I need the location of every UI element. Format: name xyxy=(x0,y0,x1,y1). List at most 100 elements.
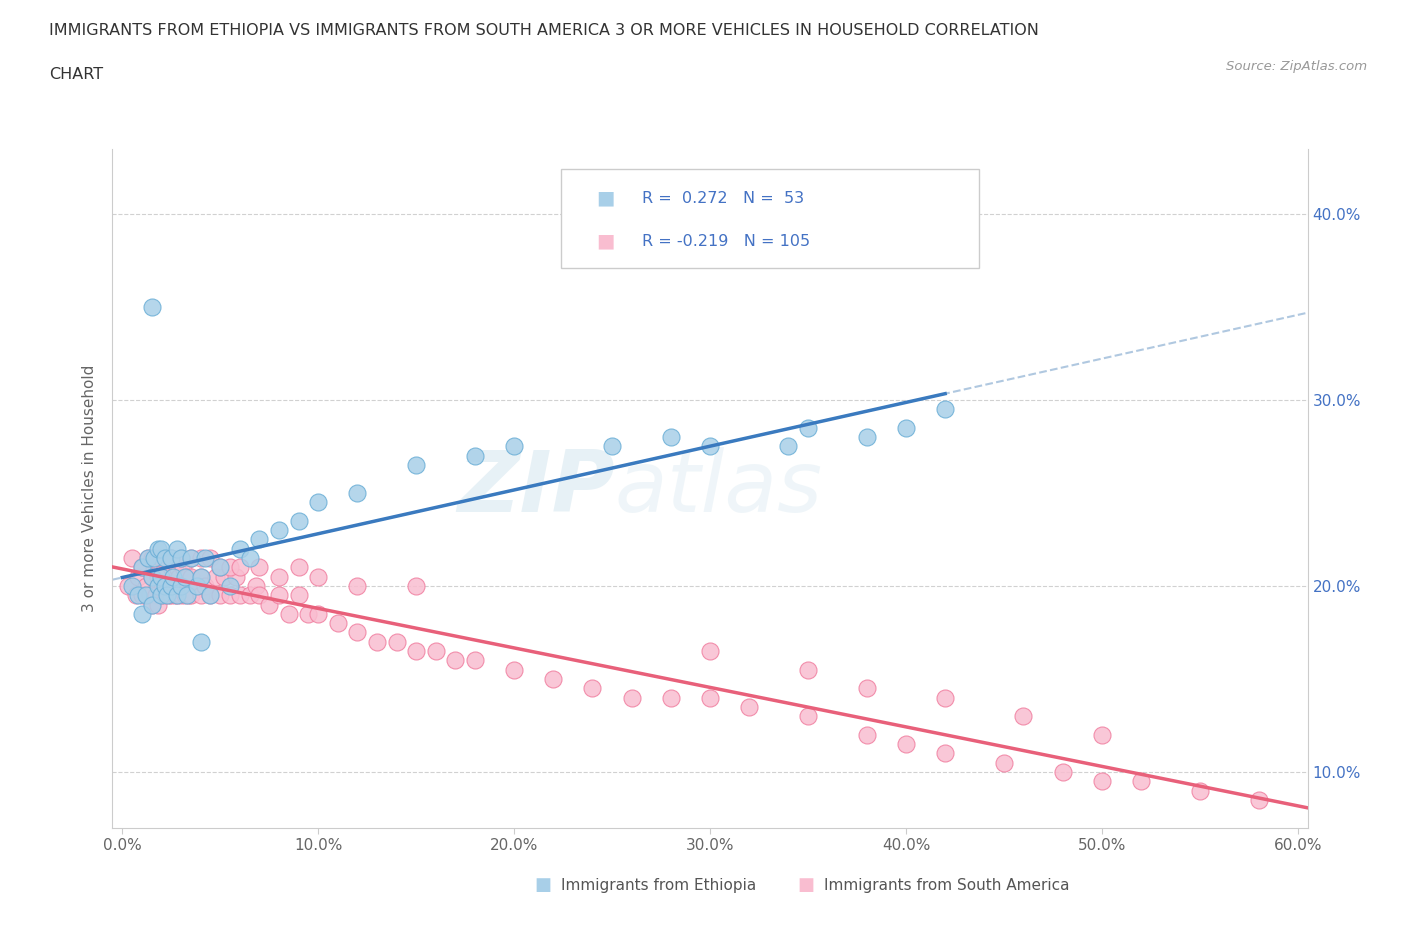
Point xyxy=(346,485,368,500)
Point xyxy=(297,606,319,621)
Point xyxy=(170,578,193,593)
Point xyxy=(1091,727,1114,742)
Point xyxy=(125,588,148,603)
Point xyxy=(620,690,643,705)
Point xyxy=(146,541,169,556)
Point xyxy=(150,588,173,603)
Point xyxy=(150,541,173,556)
Text: Immigrants from South America: Immigrants from South America xyxy=(824,878,1069,893)
Text: Immigrants from Ethiopia: Immigrants from Ethiopia xyxy=(561,878,756,893)
Point xyxy=(346,578,368,593)
Point xyxy=(193,551,215,565)
Point xyxy=(180,588,202,603)
Point xyxy=(200,551,222,565)
Point xyxy=(121,578,143,593)
Point xyxy=(190,588,212,603)
Point xyxy=(894,737,917,751)
Point xyxy=(209,560,232,575)
Point xyxy=(738,699,761,714)
Point xyxy=(131,606,153,621)
Point xyxy=(287,513,309,528)
Point xyxy=(170,551,193,565)
Point xyxy=(152,578,174,593)
Text: atlas: atlas xyxy=(614,446,823,530)
Point xyxy=(797,420,820,435)
Point xyxy=(699,690,721,705)
Point xyxy=(778,439,800,454)
Point xyxy=(141,597,163,612)
Point xyxy=(405,458,427,472)
Point xyxy=(162,569,184,584)
Point xyxy=(131,560,153,575)
Point xyxy=(121,551,143,565)
Point xyxy=(156,588,179,603)
Point xyxy=(543,671,565,686)
Point xyxy=(155,551,177,565)
Point xyxy=(146,578,169,593)
Point xyxy=(172,560,194,575)
Point xyxy=(307,606,329,621)
Point xyxy=(170,551,193,565)
Point xyxy=(127,588,149,603)
Point xyxy=(219,560,242,575)
Point xyxy=(934,402,956,417)
Point xyxy=(346,625,368,640)
Point xyxy=(148,560,170,575)
Point xyxy=(257,597,280,612)
Point xyxy=(117,578,139,593)
Point xyxy=(503,662,526,677)
Point xyxy=(150,569,173,584)
Point xyxy=(239,588,262,603)
Point xyxy=(503,439,526,454)
Point xyxy=(150,588,173,603)
Point xyxy=(277,606,299,621)
Text: ■: ■ xyxy=(596,232,614,251)
Point xyxy=(186,578,208,593)
Point xyxy=(287,560,309,575)
Point xyxy=(249,532,271,547)
Point xyxy=(307,569,329,584)
Point xyxy=(993,755,1015,770)
Point xyxy=(659,430,682,445)
Point xyxy=(157,588,180,603)
Point xyxy=(155,588,177,603)
Point xyxy=(1091,774,1114,789)
Point xyxy=(219,578,242,593)
Point xyxy=(249,560,271,575)
Point xyxy=(142,551,165,565)
Text: ■: ■ xyxy=(596,189,614,207)
Point xyxy=(162,569,184,584)
Point xyxy=(155,578,177,593)
Point xyxy=(209,588,232,603)
Point xyxy=(307,495,329,510)
Point xyxy=(166,588,188,603)
Point xyxy=(219,588,242,603)
Point xyxy=(229,541,252,556)
Point xyxy=(127,569,149,584)
Point xyxy=(174,569,197,584)
Text: CHART: CHART xyxy=(49,67,103,82)
Point xyxy=(855,681,877,696)
Point xyxy=(141,569,163,584)
Point xyxy=(141,569,163,584)
Point xyxy=(176,569,198,584)
Point xyxy=(170,588,193,603)
Point xyxy=(464,653,486,668)
Text: Source: ZipAtlas.com: Source: ZipAtlas.com xyxy=(1226,60,1367,73)
Point xyxy=(135,578,157,593)
Point xyxy=(444,653,467,668)
Point xyxy=(160,578,183,593)
Point xyxy=(136,551,159,565)
Point xyxy=(180,569,202,584)
Point xyxy=(146,597,169,612)
Point xyxy=(176,588,198,603)
Point xyxy=(160,588,183,603)
Point xyxy=(205,569,228,584)
Point xyxy=(150,551,173,565)
Point xyxy=(155,560,177,575)
Point xyxy=(146,569,169,584)
Point xyxy=(135,588,157,603)
Point xyxy=(180,551,202,565)
Point xyxy=(177,588,200,603)
Point xyxy=(200,588,222,603)
